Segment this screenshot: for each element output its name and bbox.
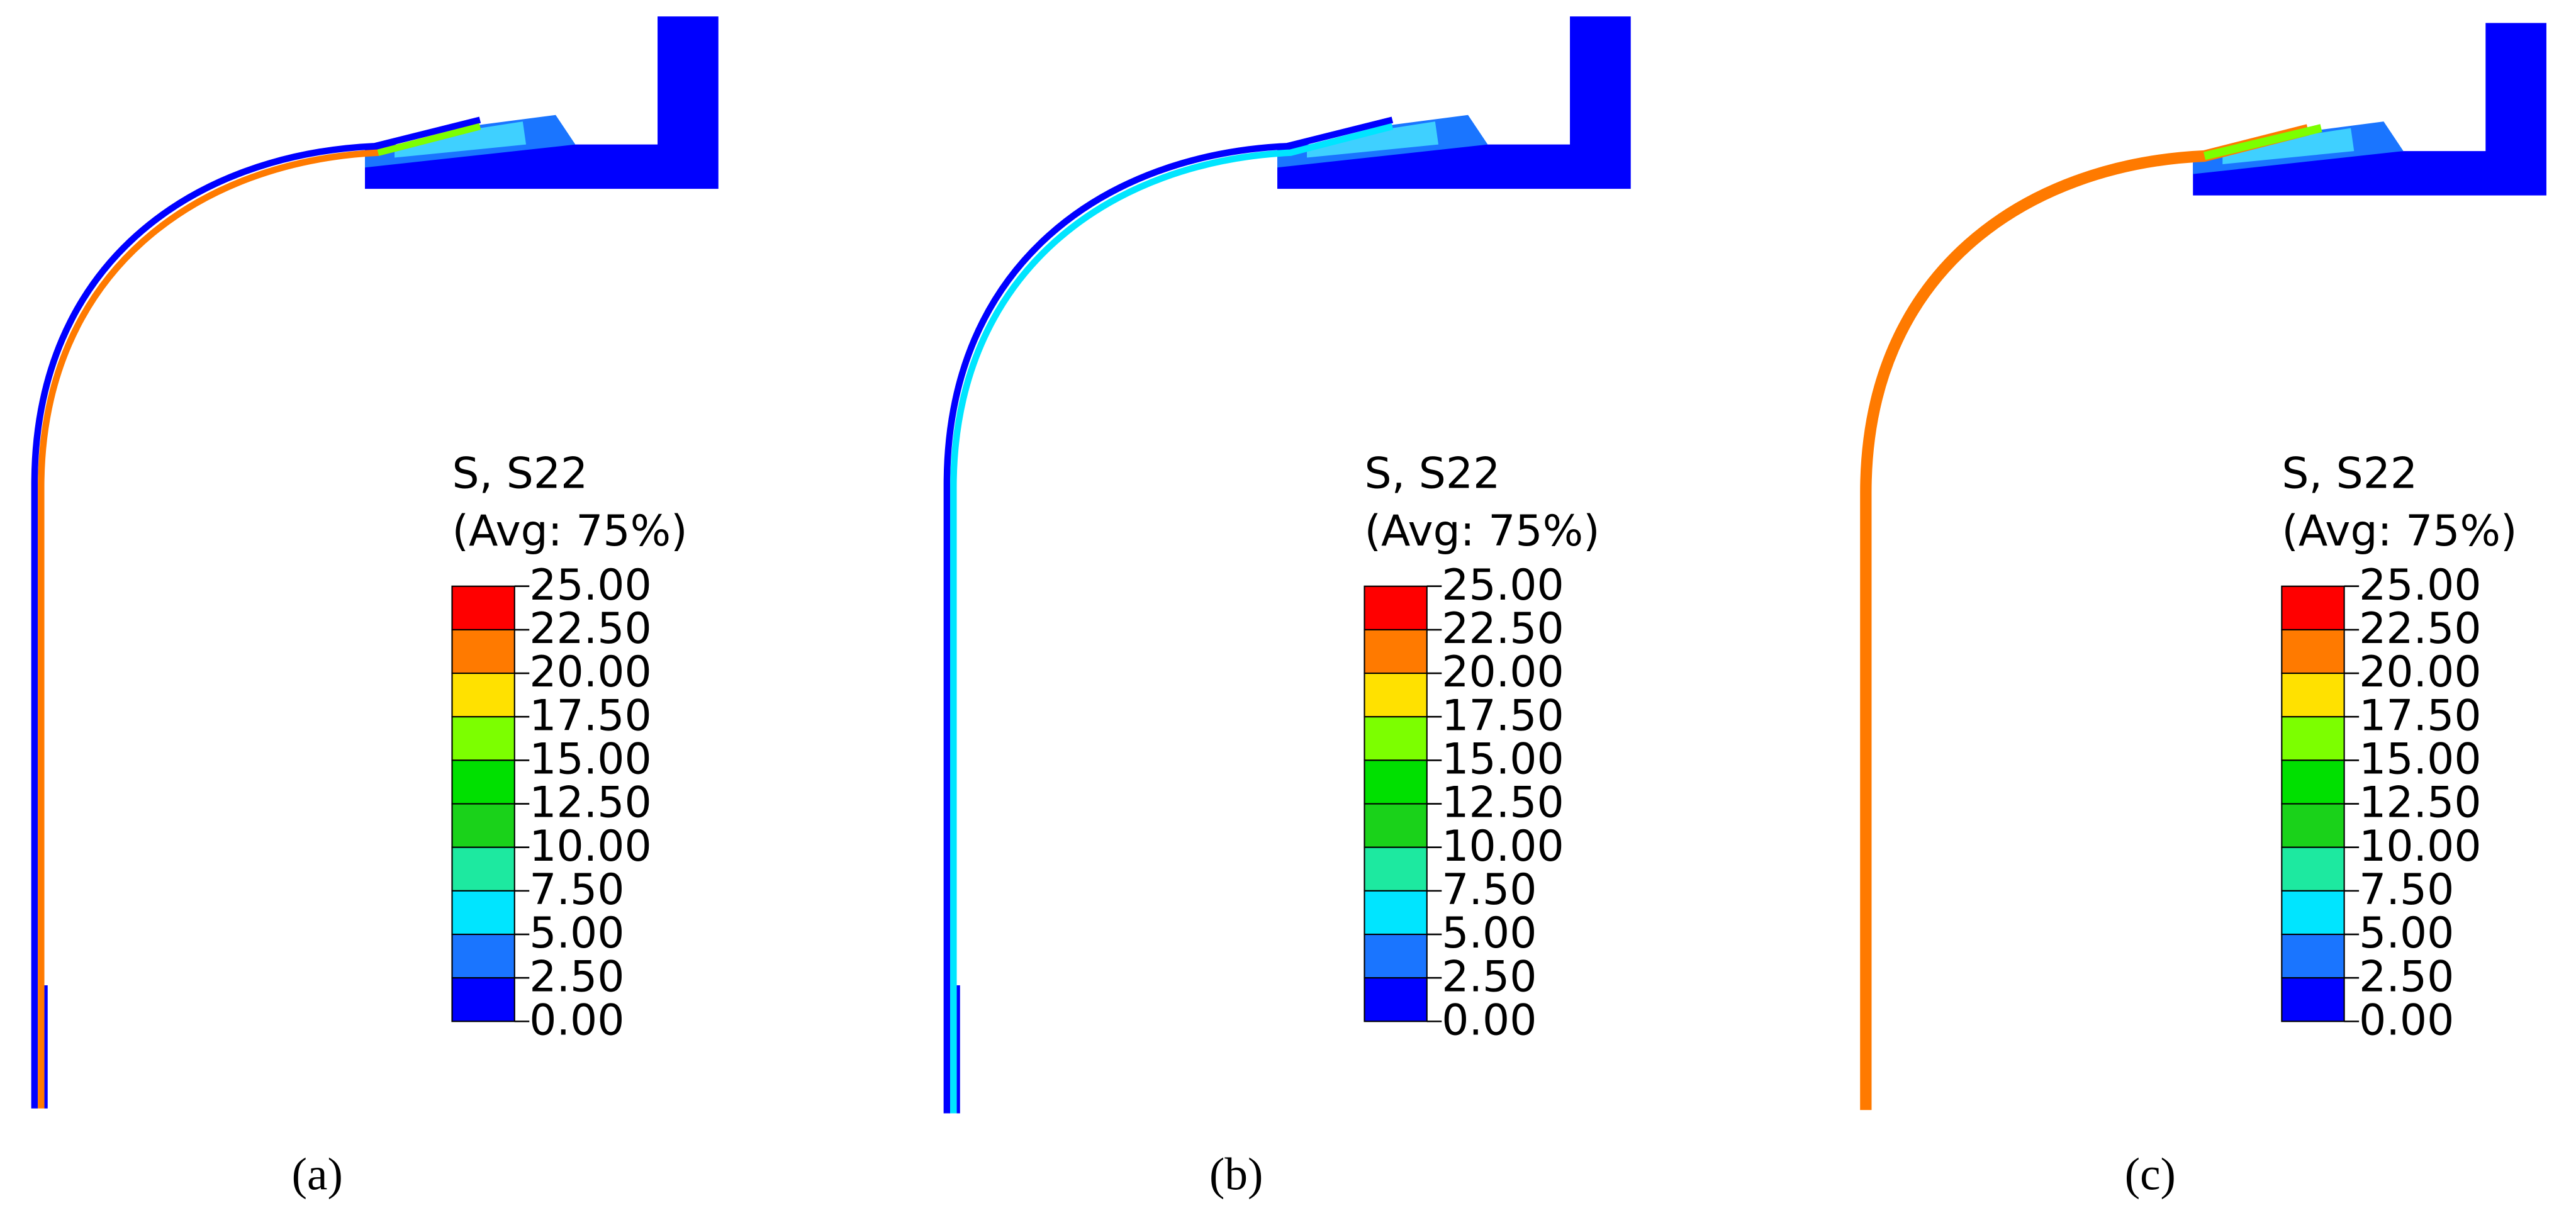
- color-band: [451, 934, 515, 979]
- shell-inner: [950, 123, 1394, 1114]
- tick-label: 2.50: [1442, 952, 1537, 1002]
- shell-inner: [38, 123, 481, 1109]
- shell-outer: [31, 116, 481, 1109]
- color-band: [1364, 673, 1428, 718]
- tick-label: 7.50: [1442, 865, 1537, 915]
- tick-label: 15.00: [1442, 735, 1564, 785]
- color-band: [451, 977, 515, 1022]
- caption: (a): [292, 1149, 343, 1200]
- color-band: [451, 759, 515, 805]
- tick-label: 25.00: [1442, 561, 1564, 610]
- tick-label: 22.50: [529, 604, 651, 654]
- caption: (c): [2125, 1149, 2176, 1200]
- tick-label: 0.00: [2359, 996, 2454, 1046]
- tick-label: 25.00: [2359, 561, 2481, 610]
- color-band: [2281, 890, 2345, 936]
- legend: S, S22 (Avg: 75%) 25.0022.5020.0017.5015.0…: [1364, 449, 1600, 1046]
- tick-label: 10.00: [529, 822, 651, 871]
- tool: [2193, 23, 2546, 196]
- color-band: [2281, 977, 2345, 1022]
- color-band: [451, 629, 515, 674]
- tick-label: 12.50: [2359, 778, 2481, 828]
- color-band: [2281, 629, 2345, 674]
- color-band: [451, 803, 515, 848]
- tick-label: 0.00: [529, 996, 624, 1046]
- tick-label: 10.00: [2359, 822, 2481, 871]
- tick-label: 7.50: [2359, 865, 2454, 915]
- tick-label: 17.50: [529, 691, 651, 741]
- color-band: [1364, 759, 1428, 805]
- color-band: [2281, 716, 2345, 761]
- shell: [1860, 124, 2310, 1110]
- tick-label: 22.50: [1442, 604, 1564, 654]
- color-band: [1364, 890, 1428, 936]
- color-band: [1364, 716, 1428, 761]
- legend: S, S22 (Avg: 75%) 25.0022.5020.0017.5015.0…: [2281, 449, 2517, 1046]
- tick-label: 25.00: [529, 561, 651, 610]
- tick-label: 12.50: [1442, 778, 1564, 828]
- tick-label: 0.00: [1442, 996, 1537, 1046]
- shell-outer: [943, 116, 1394, 1114]
- tick-label: 22.50: [2359, 604, 2481, 654]
- color-band: [2281, 673, 2345, 718]
- color-band: [451, 716, 515, 761]
- tick-label: 10.00: [1442, 822, 1564, 871]
- color-band: [1364, 846, 1428, 892]
- legend-title: S, S22: [2282, 449, 2417, 498]
- color-band: [1364, 934, 1428, 979]
- color-band: [451, 846, 515, 892]
- tick-label: 2.50: [529, 952, 624, 1002]
- legend-subtitle: (Avg: 75%): [2282, 506, 2517, 556]
- tick-label: 20.00: [1442, 647, 1564, 697]
- tool: [1277, 16, 1631, 189]
- tick-label: 17.50: [1442, 691, 1564, 741]
- color-band: [451, 585, 515, 630]
- panel: [31, 16, 719, 1109]
- color-band: [451, 673, 515, 718]
- legend-title: S, S22: [452, 449, 588, 498]
- legend-title: S, S22: [1364, 449, 1500, 498]
- color-band: [2281, 759, 2345, 805]
- tick-label: 17.50: [2359, 691, 2481, 741]
- color-band: [2281, 803, 2345, 848]
- tick-label: 7.50: [529, 865, 624, 915]
- tick-label: 2.50: [2359, 952, 2454, 1002]
- legend-subtitle: (Avg: 75%): [452, 506, 687, 556]
- color-band: [1364, 629, 1428, 674]
- panel: [943, 16, 1631, 1114]
- color-band: [451, 890, 515, 936]
- tick-label: 15.00: [2359, 735, 2481, 785]
- tick-label: 15.00: [529, 735, 651, 785]
- tick-label: 20.00: [2359, 647, 2481, 697]
- tick-label: 5.00: [529, 909, 624, 958]
- color-band: [2281, 846, 2345, 892]
- color-band: [1364, 585, 1428, 630]
- caption: (b): [1209, 1149, 1263, 1200]
- panel: [1860, 23, 2546, 1110]
- tick-label: 5.00: [2359, 909, 2454, 958]
- color-band: [2281, 585, 2345, 630]
- tick-label: 20.00: [529, 647, 651, 697]
- legend-subtitle: (Avg: 75%): [1364, 506, 1599, 556]
- tick-label: 12.50: [529, 778, 651, 828]
- color-band: [1364, 803, 1428, 848]
- tick-label: 5.00: [1442, 909, 1537, 958]
- color-band: [2281, 934, 2345, 979]
- legend: S, S22 (Avg: 75%) 25.0022.5020.0017.5015.0…: [451, 449, 688, 1046]
- color-band: [1364, 977, 1428, 1022]
- tool: [365, 16, 719, 189]
